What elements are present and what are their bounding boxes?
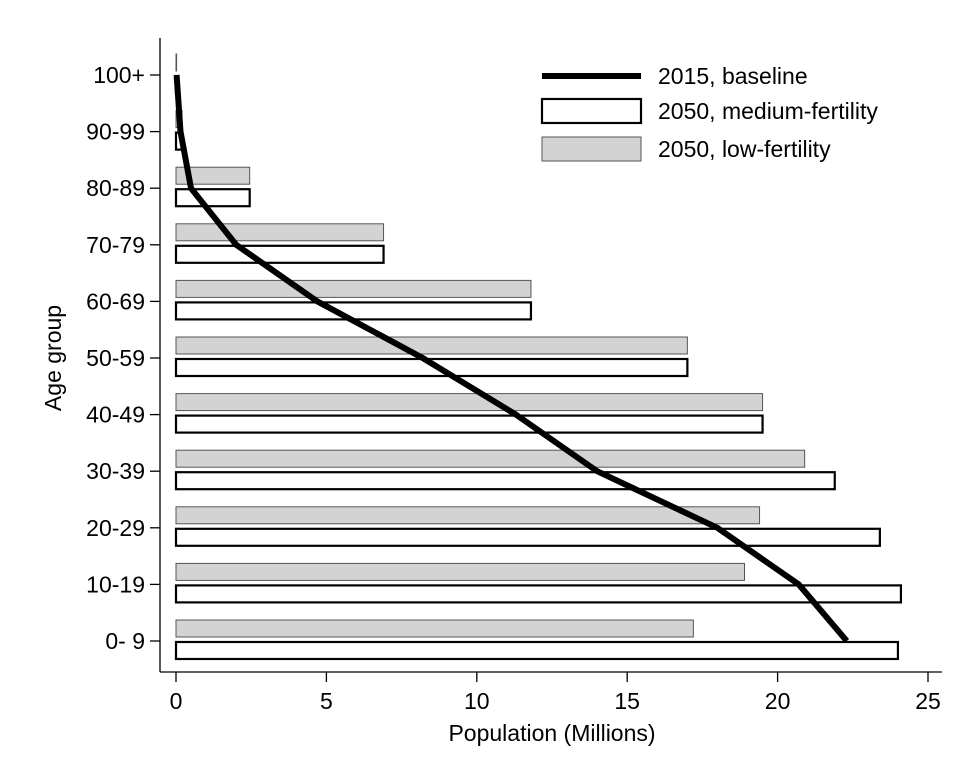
legend-swatch-low-fertility <box>541 136 642 162</box>
y-tick-label: 10-19 <box>86 571 145 597</box>
y-tick-label: 50-59 <box>86 345 145 371</box>
x-axis-label: Population (Millions) <box>448 720 655 746</box>
bar-medium-fertility <box>174 471 836 491</box>
bar-medium-fertility <box>174 584 903 604</box>
y-tick-label: 90-99 <box>86 119 145 145</box>
bar-medium-fertility <box>174 357 689 378</box>
x-tick-label: 5 <box>320 688 333 714</box>
legend-label-low-fertility: 2050, low-fertility <box>658 136 831 162</box>
y-axis-label: Age group <box>40 305 66 411</box>
x-tick-label: 25 <box>915 688 941 714</box>
y-tick-label: 40-49 <box>86 402 145 428</box>
x-tick-label: 15 <box>614 688 640 714</box>
bar-low-fertility <box>175 393 764 412</box>
bar-medium-fertility <box>174 414 764 434</box>
bar-medium-fertility <box>174 301 533 321</box>
legend-label-baseline: 2015, baseline <box>658 63 808 89</box>
bar-low-fertility <box>175 53 178 72</box>
y-tick-label: 60-69 <box>86 288 145 314</box>
bar-low-fertility <box>175 336 688 355</box>
y-tick-label: 20-29 <box>86 515 145 541</box>
y-tick-label: 100+ <box>93 62 145 88</box>
y-tick-label: 80-89 <box>86 175 145 201</box>
bar-medium-fertility <box>174 527 881 547</box>
bar-low-fertility <box>175 619 694 638</box>
bar-medium-fertility <box>174 640 900 661</box>
bar-low-fertility <box>175 279 532 298</box>
legend-label-medium-fertility: 2050, medium-fertility <box>658 98 878 124</box>
bar-medium-fertility <box>174 244 385 264</box>
legend-swatch-medium-fertility <box>540 97 643 125</box>
bar-low-fertility <box>175 506 761 525</box>
bar-low-fertility <box>175 562 746 581</box>
bar-low-fertility <box>175 449 806 468</box>
x-tick-label: 0 <box>170 688 183 714</box>
y-tick-label: 0- 9 <box>105 628 145 654</box>
legend: 2015, baseline 2050, medium-fertility 2050… <box>540 63 878 162</box>
bar-low-fertility <box>175 166 251 185</box>
bars-layer <box>174 53 903 661</box>
bar-low-fertility <box>175 223 385 242</box>
y-tick-label: 70-79 <box>86 232 145 258</box>
x-tick-label: 20 <box>765 688 791 714</box>
line-layer <box>173 74 850 643</box>
x-tick-label: 10 <box>464 688 490 714</box>
y-tick-label: 30-39 <box>86 458 145 484</box>
bar-medium-fertility <box>174 188 251 208</box>
line-2015-baseline <box>173 74 850 643</box>
axes-layer: 0- 9 10-19 20-29 30-39 40-49 50-59 60-69 70-79 8… <box>86 38 942 714</box>
